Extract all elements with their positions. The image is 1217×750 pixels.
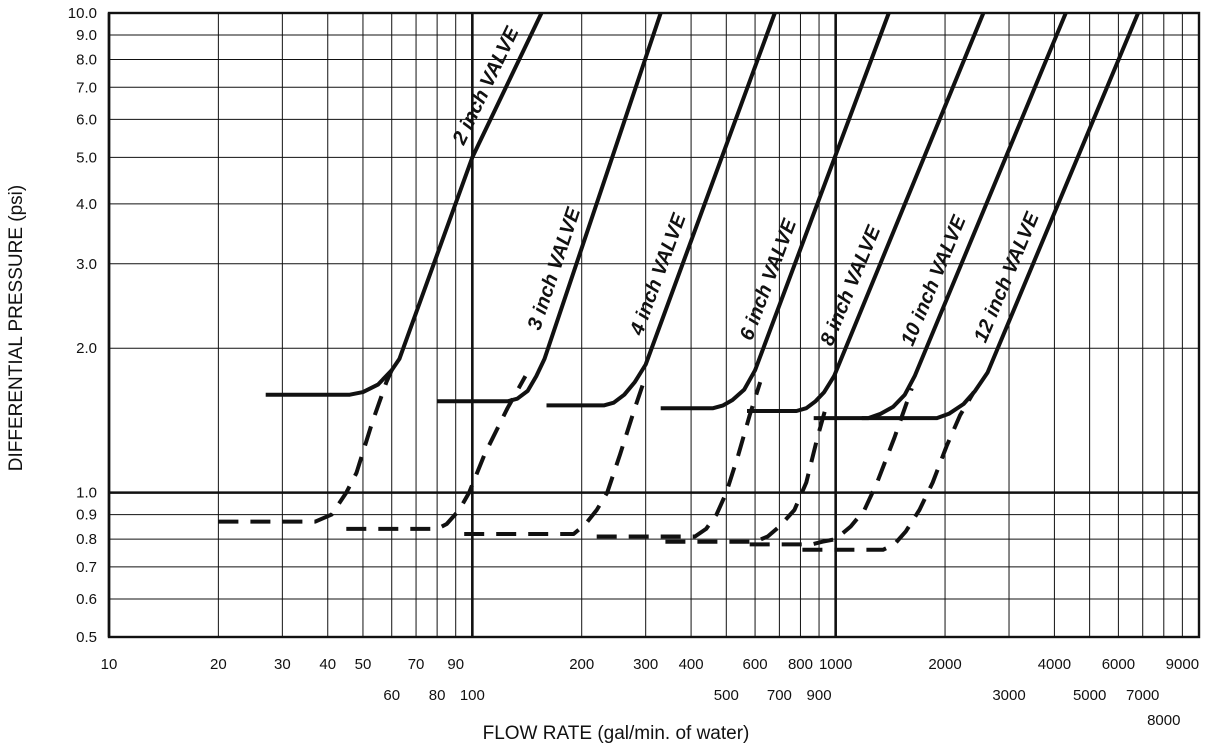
x-tick-label: 800	[788, 656, 813, 673]
curve-label: 8 inch VALVE	[816, 222, 885, 349]
x-axis-label: FLOW RATE (gal/min. of water)	[483, 723, 750, 744]
curves	[218, 12, 1140, 552]
dashed-curve	[218, 369, 394, 524]
plot-frame	[107, 11, 1201, 639]
y-tick-label: 9.0	[76, 27, 97, 44]
y-axis-label: DIFFERENTIAL PRESSURE (psi)	[6, 185, 27, 471]
solid-curve	[265, 12, 544, 397]
x-tick-label: 9000	[1166, 656, 1199, 673]
x-tick-label: 80	[429, 687, 446, 704]
x-tick-label: 5000	[1073, 687, 1106, 704]
dashed-curve	[596, 381, 763, 539]
x-tick-label: 60	[383, 687, 400, 704]
y-tick-label: 0.7	[76, 559, 97, 576]
y-tick-label: 1.0	[76, 485, 97, 502]
x-tick-label: 200	[569, 656, 594, 673]
x-tick-label: 3000	[992, 687, 1025, 704]
tick-labels: 10 20 30 40 50 70 90 200 300 400 600 800 1000 2000 400…	[68, 5, 1199, 729]
grid	[107, 11, 1201, 639]
x-tick-label: 7000	[1126, 687, 1159, 704]
y-tick-label: 0.9	[76, 507, 97, 524]
y-tick-label: 2.0	[76, 340, 97, 357]
x-tick-label: 50	[355, 656, 372, 673]
x-tick-label: 2000	[928, 656, 961, 673]
dashed-curve	[464, 375, 648, 536]
x-tick-label: 70	[408, 656, 425, 673]
dashed-curve	[802, 391, 976, 552]
solid-curve	[660, 12, 891, 411]
x-tick-label: 10	[101, 656, 118, 673]
dashed-curve	[346, 375, 528, 531]
x-tick-label: 1000	[819, 656, 852, 673]
x-tick-label: 100	[460, 687, 485, 704]
dashed-curve	[665, 400, 830, 544]
x-tick-label: 600	[743, 656, 768, 673]
x-tick-label: 20	[210, 656, 227, 673]
x-tick-label: 8000	[1147, 712, 1180, 729]
solid-curve	[747, 12, 986, 413]
y-tick-label: 10.0	[68, 5, 97, 22]
x-tick-label: 500	[714, 687, 739, 704]
solid-curve	[861, 12, 1140, 421]
y-tick-label: 3.0	[76, 256, 97, 273]
y-tick-label: 5.0	[76, 149, 97, 166]
x-tick-label: 40	[319, 656, 336, 673]
y-tick-label: 4.0	[76, 196, 97, 213]
dashed-curve	[749, 387, 914, 547]
y-tick-label: 0.6	[76, 591, 97, 608]
curve-label: 6 inch VALVE	[736, 216, 801, 344]
solid-curve	[437, 12, 663, 404]
x-tick-label: 400	[679, 656, 704, 673]
x-tick-label: 90	[447, 656, 464, 673]
curve-label: 4 inch VALVE	[626, 210, 691, 339]
solid-curve	[546, 12, 777, 408]
x-tick-label: 700	[767, 687, 792, 704]
y-tick-label: 6.0	[76, 111, 97, 128]
x-tick-label: 4000	[1038, 656, 1071, 673]
y-tick-label: 8.0	[76, 51, 97, 68]
y-tick-label: 0.8	[76, 531, 97, 548]
y-tick-label: 0.5	[76, 629, 97, 646]
x-tick-label: 6000	[1102, 656, 1135, 673]
x-tick-label: 900	[807, 687, 832, 704]
x-tick-label: 300	[633, 656, 658, 673]
y-tick-label: 7.0	[76, 79, 97, 96]
x-tick-label: 30	[274, 656, 291, 673]
